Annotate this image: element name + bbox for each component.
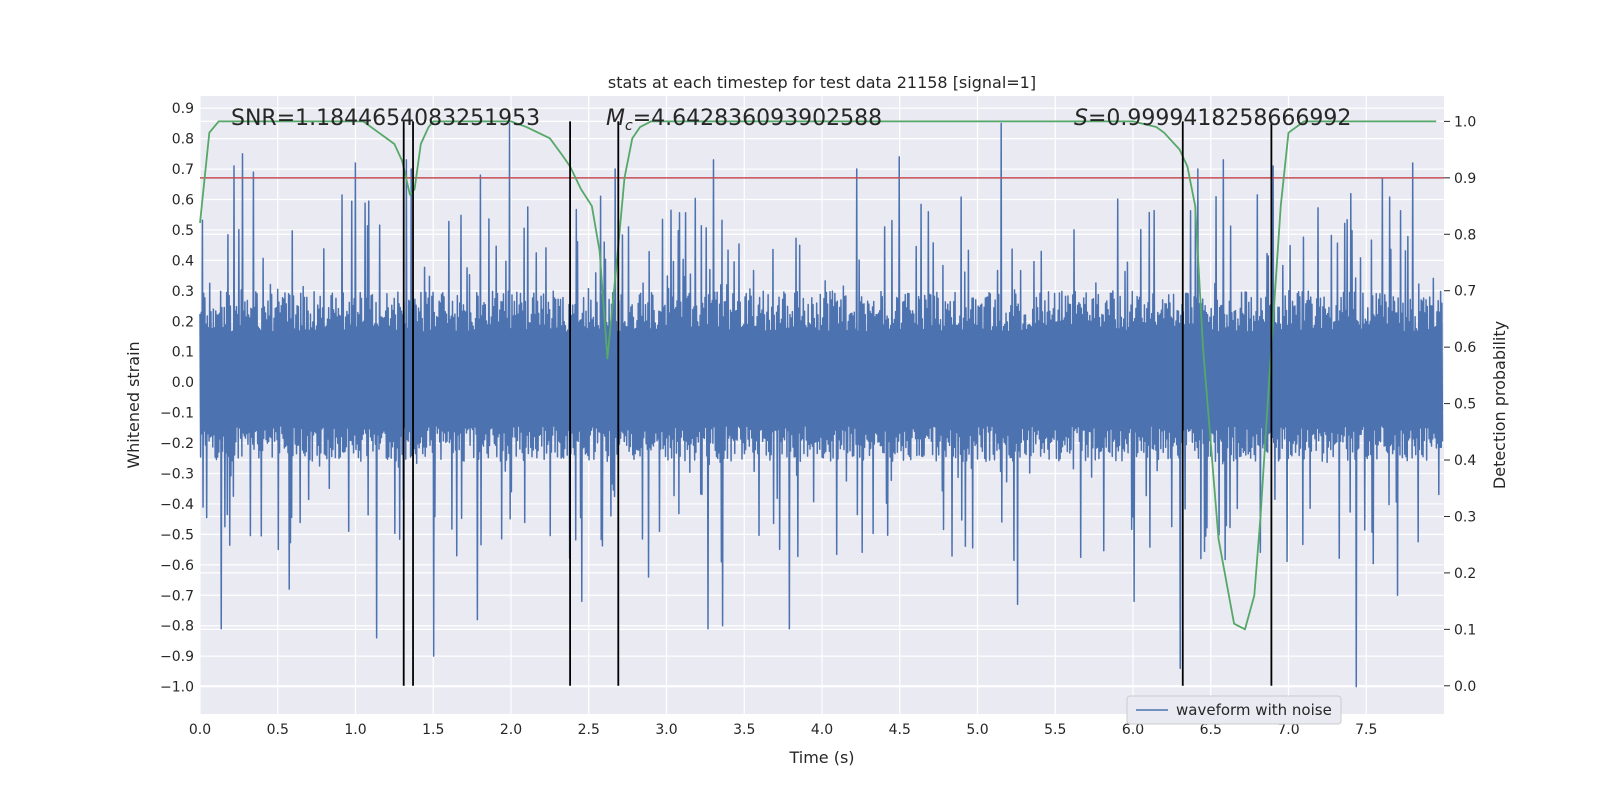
waveform-line <box>199 122 1444 688</box>
y2-tick-label: 0.0 <box>1454 679 1476 695</box>
x-axis-label: Time (s) <box>788 748 854 767</box>
y-axis-label: Whitened strain <box>124 341 143 468</box>
x-tick-label: 5.5 <box>1044 722 1066 738</box>
y-tick-label: 0.9 <box>172 101 194 117</box>
y-tick-label: 0.6 <box>172 193 194 209</box>
legend-box <box>1126 695 1342 725</box>
s-value: =0.9999418258666992 <box>1088 106 1351 131</box>
y2-tick-label: 0.5 <box>1454 397 1476 413</box>
x-tick-label: 6.5 <box>1200 722 1222 738</box>
y2-tick-label: 0.8 <box>1454 227 1476 243</box>
y-tick-label: −0.2 <box>160 436 194 452</box>
x-tick-label: 1.5 <box>422 722 444 738</box>
y-tick-label: −0.1 <box>160 406 194 422</box>
y-tick-label: 0.0 <box>172 375 194 391</box>
x-tick-label: 4.5 <box>889 722 911 738</box>
s-annotation: S=0.9999418258666992 <box>1074 106 1351 131</box>
x-tick-label: 2.5 <box>578 722 600 738</box>
y-tick-label: −0.5 <box>160 527 194 543</box>
y-tick-label: −0.9 <box>160 649 194 665</box>
y-tick-label: 0.8 <box>172 132 194 148</box>
x-tick-label: 5.0 <box>966 722 988 738</box>
x-tick-label: 2.0 <box>500 722 522 738</box>
y-tick-label: −0.7 <box>160 588 194 604</box>
detection-probability-line <box>199 120 1437 631</box>
chirp-mass-subscript: c <box>625 118 633 134</box>
vertical-markers <box>402 121 1273 686</box>
x-tick-label: 6.0 <box>1122 722 1144 738</box>
y-tick-label: 0.5 <box>172 223 194 239</box>
y-tick-label: 0.4 <box>172 253 194 269</box>
legend-entry: waveform with noise <box>1176 701 1332 719</box>
chirp-mass-value: =4.642836093902588 <box>633 106 882 131</box>
y2-axis-label: Detection probability <box>1490 321 1509 489</box>
y-tick-label: −0.4 <box>160 497 194 513</box>
y2-tick-labels: 1.0 0.9 0.8 0.7 0.6 0.5 0.4 0.3 0.2 0.1 0.0 <box>1444 114 1476 695</box>
x-tick-label: 3.0 <box>655 722 677 738</box>
x-tick-label: 7.0 <box>1277 722 1299 738</box>
y-tick-label: −0.3 <box>160 466 194 482</box>
chirp-mass-symbol: M <box>606 106 625 131</box>
s-symbol: S <box>1074 106 1088 131</box>
x-tick-label: 1.0 <box>344 722 366 738</box>
x-tick-labels: 0.0 0.5 1.0 1.5 2.0 2.5 3.0 3.5 4.0 4.5 5.0 5.5 6.0 6… <box>189 722 1378 738</box>
y-tick-label: −0.6 <box>160 558 194 574</box>
y2-tick-label: 0.2 <box>1454 566 1476 582</box>
y-tick-label: 0.2 <box>172 314 194 330</box>
snr-annotation: SNR=1.1844654083251953 <box>231 106 540 131</box>
y2-tick-label: 0.4 <box>1454 453 1476 469</box>
legend: waveform with noise <box>1126 695 1342 725</box>
x-tick-label: 3.5 <box>733 722 755 738</box>
y-tick-labels: 0.9 0.8 0.7 0.6 0.5 0.4 0.3 0.2 0.1 0.0 −0.1 −0.2 −0… <box>160 101 194 695</box>
chart-title: stats at each timestep for test data 211… <box>608 73 1036 92</box>
y-tick-label: 0.3 <box>172 284 194 300</box>
y-tick-label: −0.8 <box>160 619 194 635</box>
y2-tick-label: 0.3 <box>1454 509 1476 525</box>
y2-tick-label: 0.9 <box>1454 171 1476 187</box>
chirp-mass-annotation: Mc=4.642836093902588 <box>606 106 882 134</box>
y2-tick-label: 0.7 <box>1454 284 1476 300</box>
y2-tick-label: 1.0 <box>1454 114 1476 130</box>
x-tick-label: 0.5 <box>267 722 289 738</box>
x-tick-label: 7.5 <box>1355 722 1377 738</box>
y2-tick-label: 0.6 <box>1454 340 1476 356</box>
waveform-series <box>199 122 1444 688</box>
y-tick-label: −1.0 <box>160 680 194 696</box>
detection-probability-series <box>199 120 1437 631</box>
y-tick-label: 0.7 <box>172 162 194 178</box>
x-tick-label: 0.0 <box>189 722 211 738</box>
x-tick-label: 4.0 <box>811 722 833 738</box>
y2-tick-label: 0.1 <box>1454 622 1476 638</box>
y-tick-label: 0.1 <box>172 345 194 361</box>
